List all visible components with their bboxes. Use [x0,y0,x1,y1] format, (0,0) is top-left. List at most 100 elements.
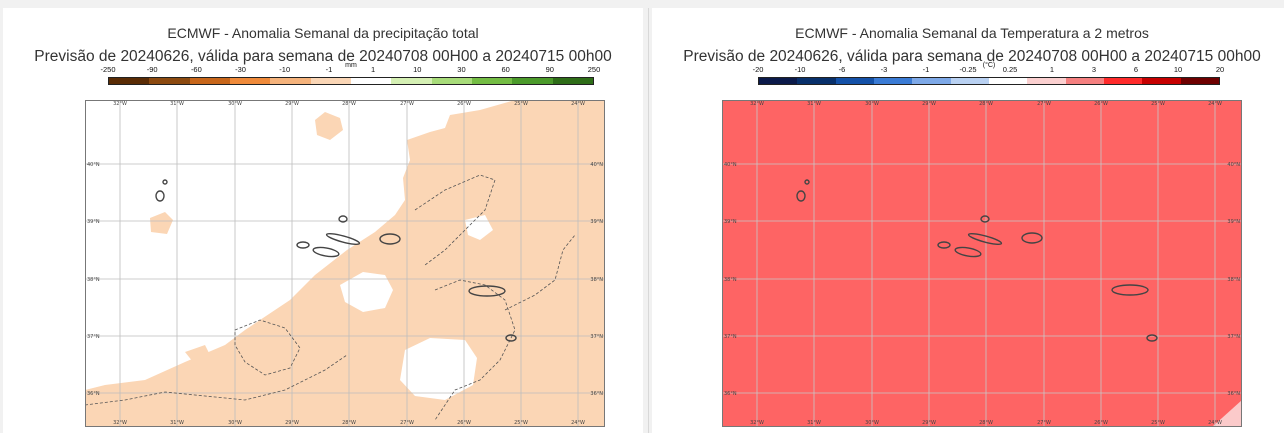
colorbar-tick-label: -6 [838,65,846,74]
colorbar-tick-label: -1 [922,65,930,74]
colorbar-tick-label: 10 [413,65,422,74]
colorbar-swatch [759,78,798,84]
latitude-label: 39°N [590,219,603,225]
longitude-label: 25°W [1151,101,1165,107]
longitude-label: 32°W [113,101,127,107]
colorbar-strip [108,77,594,85]
latitude-label: 36°N [724,391,737,397]
precip-clear-hole-2 [400,338,477,400]
colorbar-tick-label: 250 [587,65,601,74]
colorbar-swatch [835,78,874,84]
colorbar-tick-label: -90 [146,65,158,74]
map-subtitle: Previsão de 20240626, válida para semana… [34,48,612,65]
colorbar-tick-label: -30 [235,65,246,74]
longitude-label: 30°W [228,101,242,107]
longitude-label: 24°W [1208,420,1222,426]
precipitation-panel: ECMWF - Anomalia Semanal da precipitação… [3,8,643,433]
longitude-label: 32°W [750,101,764,107]
colorbar-tick-label: -20 [752,65,764,74]
longitude-label: 26°W [457,420,471,426]
longitude-label: 24°W [571,101,585,107]
colorbar-unit: mm [345,62,357,69]
colorbar-swatch [950,78,989,84]
latitude-label: 37°N [87,334,100,340]
colorbar-swatch [310,78,351,84]
latitude-label: 38°N [87,277,100,283]
longitude-label: 25°W [514,101,528,107]
map-tick-labels: 32°W 32°W 31°W 31°W 30°W 30°W 29°W 29°W 28°W 28°W… [87,101,603,426]
map-frame [85,100,605,427]
longitude-label: 32°W [750,420,764,426]
latitude-label: 40°N [1227,162,1240,168]
colorbar-tick-label: 10 [1173,65,1183,74]
longitude-label: 25°W [1151,420,1165,426]
anomaly-contours [85,174,576,421]
latitude-label: 38°N [590,277,603,283]
latitude-label: 39°N [1227,219,1240,225]
latitude-label: 39°N [724,219,737,225]
longitude-label: 28°W [979,101,993,107]
colorbar-tick-label: 90 [545,65,554,74]
map-title: ECMWF - Anomalia Semanal da Temperatura … [795,25,1149,41]
longitude-label: 27°W [1037,101,1051,107]
temperature-map: 32°W 32°W 31°W 31°W 30°W 30°W 29°W 29°W 28°W 28°W… [722,100,1242,427]
longitude-label: 28°W [342,101,356,107]
latitude-label: 40°N [87,162,100,168]
colorbar-tick-label: 6 [1133,65,1139,74]
colorbar-tick-label: 60 [501,65,510,74]
longitude-label: 25°W [514,420,528,426]
temperature-panel: ECMWF - Anomalia Semanal da Temperatura … [652,8,1284,433]
colorbar-swatch [229,78,271,84]
colorbar-tick-label: 1 [1049,65,1055,74]
colorbar-swatch [1065,78,1104,84]
colorbar-tick-label: 20 [1215,65,1225,74]
colorbar-swatch [797,78,836,84]
longitude-label: 30°W [865,420,879,426]
colorbar-tick-label: 30 [457,65,466,74]
temp-low-anomaly-corner [1212,400,1242,427]
colorbar-swatch [1180,78,1219,84]
latitude-label: 37°N [1227,334,1240,340]
azores-coastlines [796,179,1158,342]
colorbar-swatch [109,78,150,84]
colorbar-swatch [1142,78,1181,84]
colorbar-tick-label: 0.25 [1002,65,1018,74]
colorbar-tick-label: -1 [325,65,333,74]
map-tick-labels: 32°W 32°W 31°W 31°W 30°W 30°W 29°W 29°W 28°W 28°W… [724,101,1240,426]
latitude-label: 39°N [87,219,100,225]
longitude-label: 32°W [113,420,127,426]
longitude-label: 31°W [807,420,821,426]
colorbar-swatch [1103,78,1143,84]
precip-clear-hole-1 [340,272,393,312]
latitude-label: 40°N [724,162,737,168]
latitude-label: 36°N [590,391,603,397]
temp-anomaly-area [722,100,1242,427]
latitude-label: 36°N [87,391,100,397]
latitude-label: 37°N [724,334,737,340]
precip-anomaly-area [85,100,605,427]
longitude-label: 26°W [1094,420,1108,426]
longitude-label: 29°W [285,101,299,107]
colorbar-tick-label: 1 [370,65,376,74]
map-frame [722,100,1242,427]
longitude-label: 28°W [979,420,993,426]
colorbar-swatch [431,78,472,84]
map-svg: 32°W 32°W 31°W 31°W 30°W 30°W 29°W 29°W 28°W 28°W… [722,100,1242,427]
map-subtitle: Previsão de 20240626, válida para semana… [683,48,1261,65]
colorbar-swatch [552,78,593,84]
longitude-label: 30°W [228,420,242,426]
longitude-label: 29°W [922,420,936,426]
latitude-label: 38°N [1227,277,1240,283]
longitude-label: 27°W [1037,420,1051,426]
longitude-label: 31°W [807,101,821,107]
colorbar-tick-label: -10 [794,65,806,74]
latitude-label: 38°N [724,277,737,283]
map-svg: 32°W 32°W 31°W 31°W 30°W 30°W 29°W 29°W 28°W 28°W… [85,100,605,427]
colorbar-swatch [189,78,230,84]
colorbar-swatch [149,78,190,84]
colorbar-tick-label: -10 [279,65,291,74]
colorbar-swatch [873,78,913,84]
latitude-label: 37°N [590,334,603,340]
colorbar-swatch [912,78,951,84]
colorbar-tick-label: 3 [1091,65,1097,74]
